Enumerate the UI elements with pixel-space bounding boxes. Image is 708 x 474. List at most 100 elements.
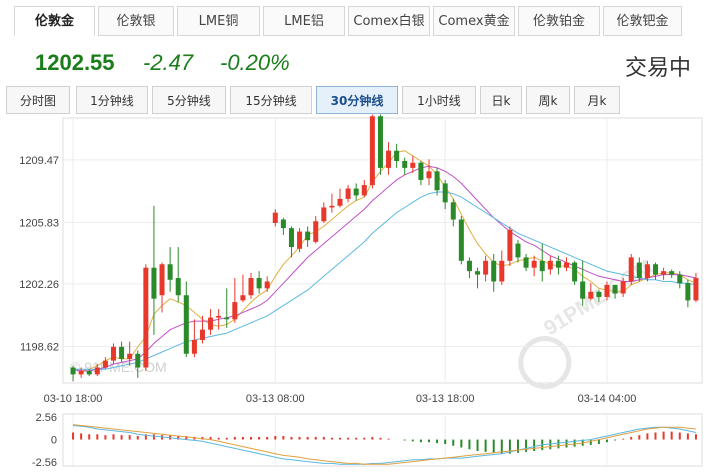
candle <box>572 260 578 285</box>
candle-body <box>523 257 529 268</box>
candle <box>216 309 222 330</box>
tab-comex-gold[interactable]: Comex黄金 <box>433 6 515 36</box>
instrument-tabs: 伦敦金 伦敦银 LME铜 LME铝 Comex白银 Comex黄金 伦敦铂金 伦… <box>0 6 708 38</box>
candle <box>272 209 278 227</box>
period-tab-1min[interactable]: 1分钟线 <box>76 86 148 114</box>
y-tick-label: 1209.47 <box>19 155 59 167</box>
candle <box>669 269 675 279</box>
candle <box>143 264 149 371</box>
candle <box>321 202 327 223</box>
trading-status: 交易中 <box>624 56 691 81</box>
candle <box>620 278 626 297</box>
candle <box>466 257 472 279</box>
tab-london-gold[interactable]: 伦敦金 <box>14 6 95 36</box>
candles <box>70 114 699 382</box>
candle <box>78 367 84 378</box>
candle-body <box>442 183 448 203</box>
candle <box>110 343 117 365</box>
candle <box>288 226 294 258</box>
candle-body <box>297 231 303 249</box>
candle <box>580 260 586 306</box>
candle <box>191 319 197 358</box>
candle <box>224 288 230 328</box>
candle <box>483 255 489 282</box>
candle <box>523 253 529 272</box>
candle <box>442 179 448 210</box>
candle-body <box>475 271 481 275</box>
candle-body <box>515 243 521 258</box>
candle-body <box>86 370 92 375</box>
candle <box>70 365 76 382</box>
x-tick-label: 03-13 08:00 <box>246 393 305 405</box>
candle <box>256 271 262 294</box>
tab-london-silver[interactable]: 伦敦银 <box>98 6 174 36</box>
candle-body <box>539 260 545 272</box>
candle-body <box>280 219 286 229</box>
candle <box>628 253 634 285</box>
candle-body <box>232 302 238 320</box>
period-tab-5min[interactable]: 5分钟线 <box>152 86 226 114</box>
candle <box>531 255 537 277</box>
period-tab-timeshare[interactable]: 分时图 <box>6 86 70 114</box>
period-tab-15min[interactable]: 15分钟线 <box>230 86 312 114</box>
candle-body <box>167 264 173 280</box>
candle-body <box>119 346 125 359</box>
macd-dea-line <box>72 424 697 465</box>
tab-london-platinum[interactable]: 伦敦铂金 <box>518 6 600 36</box>
candle <box>94 364 100 377</box>
candle-body <box>669 271 675 275</box>
candle <box>564 257 570 272</box>
candle-body <box>337 198 343 206</box>
candle <box>693 272 699 303</box>
period-tab-1hour[interactable]: 1小时线 <box>402 86 476 114</box>
candle-body <box>248 278 254 296</box>
candle <box>410 155 416 174</box>
candle <box>337 188 343 208</box>
candle-body <box>191 339 197 354</box>
ma-line <box>72 165 697 372</box>
candle-body <box>345 188 351 199</box>
candle <box>402 157 408 175</box>
candle <box>426 159 432 186</box>
candle <box>588 283 594 301</box>
candle-body <box>159 264 165 296</box>
candle-body <box>418 162 424 180</box>
candle <box>353 183 359 201</box>
period-tab-week[interactable]: 周k <box>526 86 570 114</box>
tab-lme-copper[interactable]: LME铜 <box>177 6 260 36</box>
candle-body <box>410 162 416 168</box>
candle-body <box>143 267 149 368</box>
candle <box>418 161 424 186</box>
candle <box>240 274 246 303</box>
period-tab-day[interactable]: 日k <box>480 86 522 114</box>
period-tab-30min[interactable]: 30分钟线 <box>316 86 398 114</box>
candle <box>661 267 667 280</box>
candle-body <box>127 353 133 359</box>
candle-body <box>491 260 497 282</box>
candle-body <box>102 360 108 368</box>
candle-body <box>394 150 400 162</box>
candle-body <box>70 367 76 375</box>
candle-body <box>256 278 262 289</box>
tab-london-palladium[interactable]: 伦敦钯金 <box>603 6 682 36</box>
candle-body <box>183 295 189 354</box>
tab-comex-silver[interactable]: Comex白银 <box>348 6 430 36</box>
candle-body <box>216 315 222 318</box>
candle-body <box>685 283 691 301</box>
price-change: -2.47 <box>143 50 194 75</box>
candle <box>604 281 610 301</box>
candle-body <box>208 317 214 330</box>
candle <box>175 247 181 303</box>
candle <box>515 240 521 263</box>
candle-body <box>547 260 553 270</box>
period-tabs: 分时图 1分钟线 5分钟线 15分钟线 30分钟线 1小时线 日k 周k 月k <box>0 86 708 116</box>
candle-body <box>564 262 570 268</box>
candle-body <box>135 353 141 368</box>
candle-body <box>458 219 464 261</box>
candle <box>248 272 254 299</box>
tab-lme-aluminium[interactable]: LME铝 <box>263 6 345 36</box>
candle-body <box>450 202 456 220</box>
candle-body <box>288 228 294 248</box>
candle-body <box>588 291 594 299</box>
period-tab-month[interactable]: 月k <box>574 86 620 114</box>
